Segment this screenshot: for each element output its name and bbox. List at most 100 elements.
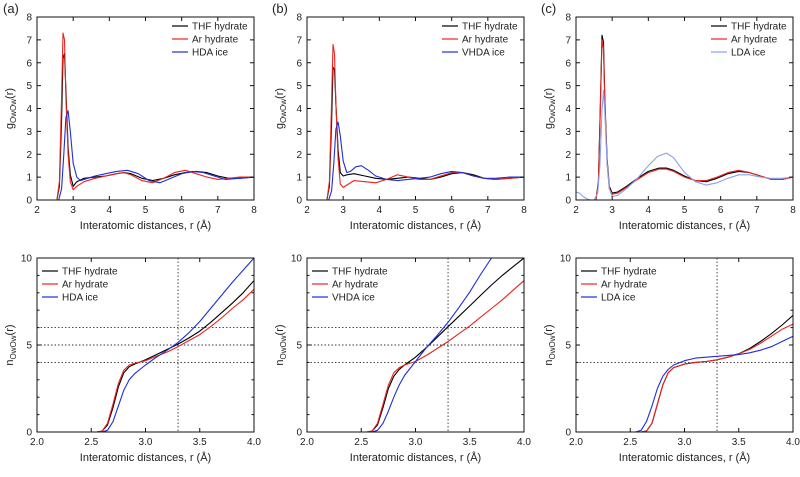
y-tick-label: 8 xyxy=(296,13,302,24)
x-tick-label: 7 xyxy=(215,205,221,216)
x-tick-label: 2.0 xyxy=(30,437,44,448)
y-axis-label: gOwOw(r) xyxy=(4,88,18,129)
x-tick-label: 2.5 xyxy=(84,437,98,448)
y-tick-label: 5 xyxy=(26,341,32,352)
y-tick-label: 2 xyxy=(565,150,571,161)
x-tick-label: 3 xyxy=(609,205,615,216)
x-tick-label: 6 xyxy=(718,205,724,216)
y-axis-label: gOwOw(r) xyxy=(274,88,288,129)
y-tick-label: 10 xyxy=(560,254,572,265)
y-tick-label: 10 xyxy=(21,254,33,265)
y-axis-label: nOwOw(r) xyxy=(4,324,18,365)
y-axis-label-suffix: (r) xyxy=(543,88,555,99)
x-tick-label: 2.0 xyxy=(300,437,314,448)
y-axis-label-suffix: (r) xyxy=(4,324,16,335)
y-tick-label: 0 xyxy=(296,428,302,439)
series-line-ar-hydrate xyxy=(37,288,254,432)
series-line-vhda-ice xyxy=(307,258,492,432)
y-tick-label: 6 xyxy=(26,58,32,69)
panel-5: 2.0 2.5 3.0 3.5 4.0 0 5 10 Interatomic distances… xyxy=(274,254,531,465)
x-tick-label: 2 xyxy=(34,205,40,216)
x-tick-label: 6 xyxy=(449,205,455,216)
legend-label: THF hydrate xyxy=(462,22,518,33)
series-line-hda-ice xyxy=(37,110,254,200)
legend-label: THF hydrate xyxy=(601,267,657,278)
x-tick-label: 3.0 xyxy=(409,437,423,448)
y-tick-label: 7 xyxy=(26,35,32,46)
x-tick-label: 3 xyxy=(340,205,346,216)
y-tick-label: 3 xyxy=(26,127,32,138)
y-axis-label-main: g xyxy=(543,123,555,129)
legend-label: Ar hydrate xyxy=(62,280,109,291)
legend-label: VHDA ice xyxy=(462,48,505,59)
y-tick-label: 10 xyxy=(291,254,303,265)
series-line-vhda-ice xyxy=(307,121,524,200)
series-line-lda-ice xyxy=(576,89,793,200)
x-tick-label: 2.5 xyxy=(623,437,637,448)
y-axis-label: nOwOw(r) xyxy=(543,324,557,365)
x-axis-label: Interatomic distances, r (Å) xyxy=(350,219,481,232)
y-tick-label: 8 xyxy=(26,13,32,24)
y-tick-label: 2 xyxy=(296,150,302,161)
series-line-ar-hydrate xyxy=(576,323,793,432)
y-tick-label: 1 xyxy=(565,173,571,184)
y-axis-label-sub: OwOw xyxy=(9,335,18,359)
panel-label: (a) xyxy=(3,1,19,16)
y-tick-label: 3 xyxy=(296,127,302,138)
y-axis-label-suffix: (r) xyxy=(4,88,16,99)
x-tick-label: 6 xyxy=(179,205,185,216)
x-axis-label: Interatomic distances, r (Å) xyxy=(619,219,750,232)
legend-label: THF hydrate xyxy=(332,267,388,278)
y-tick-label: 7 xyxy=(565,35,571,46)
panel-label: (c) xyxy=(541,1,556,16)
y-axis-label-sub: OwOw xyxy=(9,99,18,123)
y-axis-label-sub: OwOw xyxy=(279,335,288,359)
y-tick-label: 0 xyxy=(26,196,32,207)
panel-4: 2.0 2.5 3.0 3.5 4.0 0 5 10 Interatomic distances… xyxy=(4,254,261,465)
y-axis-label: gOwOw(r) xyxy=(543,88,557,129)
panel-label: (b) xyxy=(272,1,288,16)
y-tick-label: 0 xyxy=(296,196,302,207)
y-tick-label: 5 xyxy=(26,81,32,92)
y-axis-label-sub: OwOw xyxy=(548,335,557,359)
x-tick-label: 3.5 xyxy=(732,437,746,448)
x-tick-label: 8 xyxy=(790,205,796,216)
y-tick-label: 7 xyxy=(296,35,302,46)
y-axis-label-main: n xyxy=(4,359,16,365)
legend-label: THF hydrate xyxy=(192,22,248,33)
x-tick-label: 3.5 xyxy=(193,437,207,448)
legend-label: HDA ice xyxy=(62,293,99,304)
x-tick-label: 2.0 xyxy=(569,437,583,448)
y-tick-label: 4 xyxy=(26,104,32,115)
x-tick-label: 4 xyxy=(377,205,383,216)
y-tick-label: 0 xyxy=(565,196,571,207)
y-tick-label: 6 xyxy=(296,58,302,69)
x-tick-label: 3 xyxy=(70,205,76,216)
series-line-ar-hydrate xyxy=(307,280,524,432)
series-line-ar-hydrate xyxy=(307,43,524,200)
legend-label: Ar hydrate xyxy=(731,35,778,46)
x-tick-label: 5 xyxy=(682,205,688,216)
x-tick-label: 5 xyxy=(413,205,419,216)
x-tick-label: 7 xyxy=(754,205,760,216)
y-tick-label: 1 xyxy=(26,173,32,184)
panel-1: 2 3 4 5 6 7 8 0 1 2 3 4 5 6 7 8 Interatomic distances, r… xyxy=(3,1,257,232)
x-tick-label: 4.0 xyxy=(786,437,800,448)
x-tick-label: 3.0 xyxy=(678,437,692,448)
series-line-lda-ice xyxy=(576,335,793,432)
x-tick-label: 8 xyxy=(521,205,527,216)
x-tick-label: 4.0 xyxy=(247,437,261,448)
legend-label: THF hydrate xyxy=(62,267,118,278)
x-axis-label: Interatomic distances, r (Å) xyxy=(619,451,750,464)
x-axis-label: Interatomic distances, r (Å) xyxy=(350,451,481,464)
panel-3: 2 3 4 5 6 7 8 0 1 2 3 4 5 6 7 8 Interatomic distances, r… xyxy=(541,1,796,232)
y-tick-label: 4 xyxy=(296,104,302,115)
legend-label: Ar hydrate xyxy=(462,35,509,46)
y-tick-label: 5 xyxy=(296,341,302,352)
x-tick-label: 4 xyxy=(646,205,652,216)
legend-label: VHDA ice xyxy=(332,293,375,304)
y-tick-label: 4 xyxy=(565,104,571,115)
x-tick-label: 2 xyxy=(304,205,310,216)
